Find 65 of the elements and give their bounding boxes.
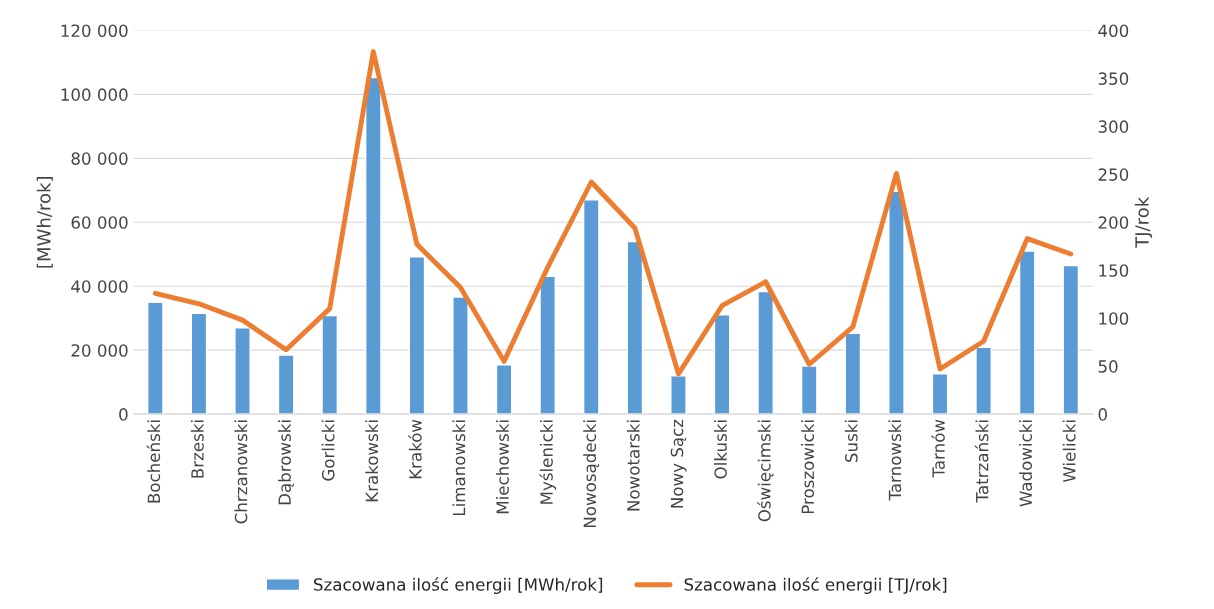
bar: [452, 296, 469, 415]
x-tick-label: Nowosądecki: [583, 420, 600, 528]
y2-tick-label: 150: [1099, 264, 1129, 277]
bar: [190, 312, 208, 415]
y-axis-title: [MWh/rok]: [36, 177, 53, 268]
bar: [1062, 264, 1080, 415]
x-tick-label: Tarnów: [931, 419, 945, 478]
x-tick-label: Nowotarski: [626, 420, 640, 511]
x-tick-label: Wadowicki: [1019, 420, 1033, 507]
bar: [800, 365, 818, 415]
y2-tick-label: 200: [1098, 216, 1129, 229]
bar: [1018, 250, 1036, 415]
bar: [975, 346, 992, 415]
line-series: [152, 49, 1074, 377]
bar: [539, 275, 557, 415]
x-tick-label: Limanowski: [452, 420, 466, 516]
bar: [757, 290, 774, 415]
x-tick-label: Olkuski: [713, 420, 727, 479]
y2-tick-label: 300: [1098, 120, 1129, 133]
bar: [147, 301, 164, 415]
bar: [931, 373, 949, 415]
x-tick-label: Tatrzański: [974, 420, 989, 503]
y2-tick-label: 400: [1098, 24, 1129, 38]
x-tick-label: Gorlicki: [321, 420, 335, 481]
x-tick-label: Miechowski: [496, 420, 509, 514]
bar: [626, 240, 644, 415]
x-tick-label: Bocheński: [146, 420, 161, 503]
bar: [234, 327, 251, 415]
y-tick-label: 100 000: [61, 88, 128, 101]
x-tick-label: Chrzanowski: [234, 420, 248, 524]
legend-label: Szacowana ilość energii [MWh/rok]: [314, 577, 603, 594]
x-tick-label: Suski: [844, 420, 858, 462]
x-tick-label: Nowy Sącz: [670, 419, 687, 508]
x-tick-label: Oświęcimski: [757, 420, 774, 522]
y-tick-label: 0: [119, 408, 128, 421]
x-tick-label: Krakowski: [365, 420, 379, 502]
bar: [277, 354, 295, 415]
y-tick-label: 60 000: [71, 216, 128, 229]
y-tick-label: 40 000: [71, 280, 128, 293]
x-tick-label: Myślenicki: [539, 420, 557, 504]
bar: [888, 190, 905, 415]
bar: [408, 256, 426, 415]
legend-label: Szacowana ilość energii [TJ/rok]: [684, 577, 947, 594]
y-tick-label: 80 000: [71, 152, 128, 165]
bar: [321, 314, 339, 415]
x-tick-label: Brzeski: [190, 420, 204, 478]
bar: [364, 76, 382, 415]
bar: [495, 364, 513, 415]
y2-tick-label: 250: [1098, 168, 1129, 181]
y2-axis-title: TJ/rok: [1134, 196, 1153, 248]
y2-tick-label: 0: [1098, 408, 1107, 421]
x-tick-label: Wielicki: [1062, 420, 1076, 483]
y2-tick-label: 50: [1098, 360, 1118, 373]
x-tick-label: Proszowicki: [801, 420, 815, 514]
y2-tick-label: 100: [1099, 312, 1129, 325]
bar: [844, 332, 862, 415]
bar: [670, 375, 687, 415]
y2-tick-label: 350: [1098, 72, 1129, 85]
x-tick-label: Kraków: [408, 419, 422, 479]
y-tick-label: 20 000: [71, 344, 128, 357]
x-tick-label: Tarnowski: [888, 420, 902, 501]
bar: [582, 199, 600, 415]
y-tick-label: 120 000: [61, 24, 128, 38]
bar: [713, 313, 731, 415]
x-tick-label: Dąbrowski: [278, 420, 294, 505]
